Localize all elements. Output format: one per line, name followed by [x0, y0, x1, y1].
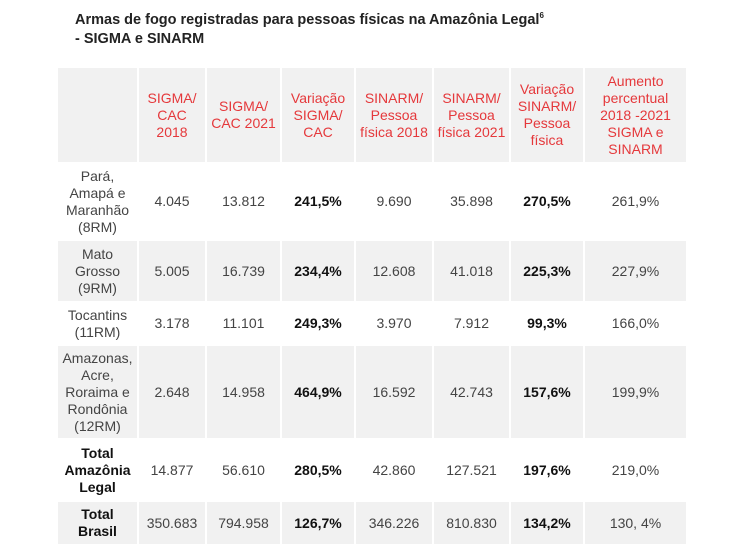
table-cell: 127.521 — [432, 438, 511, 502]
header-sinarm-2018: SINARM/ Pessoa física 2018 — [354, 66, 434, 164]
table-cell: 241,5% — [280, 162, 356, 241]
header-variacao-sinarm: Variação SINARM/ Pessoa física — [509, 66, 585, 164]
table-cell: 13.812 — [205, 162, 282, 241]
table-row: Total Amazônia Legal 14.877 56.610 280,5… — [56, 438, 688, 502]
table-cell: 4.045 — [137, 162, 207, 241]
header-aumento-percentual: Aumento percentual 2018 -2021 SIGMA e SI… — [583, 66, 688, 164]
table-cell: 7.912 — [432, 301, 511, 346]
table-cell: 11.101 — [205, 301, 282, 346]
region-cell: Total Brasil — [56, 500, 139, 546]
table-cell: 225,3% — [509, 239, 585, 303]
table-cell: 249,3% — [280, 301, 356, 346]
table-row: Amazonas, Acre, Roraima e Rondônia (12RM… — [56, 344, 688, 440]
table-cell: 130, 4% — [583, 500, 688, 546]
table-cell: 261,9% — [583, 162, 688, 241]
table-cell: 5.005 — [137, 239, 207, 303]
region-cell: Mato Grosso (9RM) — [56, 239, 139, 303]
table-header-row: SIGMA/ CAC 2018 SIGMA/ CAC 2021 Variação… — [56, 66, 688, 164]
table-cell: 350.683 — [137, 500, 207, 546]
table-row: Total Brasil 350.683 794.958 126,7% 346.… — [56, 500, 688, 546]
table-row: Tocantins (11RM) 3.178 11.101 249,3% 3.9… — [56, 301, 688, 346]
table-cell: 234,4% — [280, 239, 356, 303]
header-sigma-cac-2018: SIGMA/ CAC 2018 — [137, 66, 207, 164]
region-cell: Amazonas, Acre, Roraima e Rondônia (12RM… — [56, 344, 139, 440]
table-cell: 794.958 — [205, 500, 282, 546]
table-cell: 41.018 — [432, 239, 511, 303]
title-line-2: - SIGMA e SINARM — [75, 31, 205, 47]
title-line-1: Armas de fogo registradas para pessoas f… — [75, 12, 540, 28]
table-cell: 2.648 — [137, 344, 207, 440]
header-cell-corner — [56, 66, 139, 164]
table-cell: 219,0% — [583, 438, 688, 502]
table-cell: 42.860 — [354, 438, 434, 502]
table-cell: 134,2% — [509, 500, 585, 546]
table-cell: 3.970 — [354, 301, 434, 346]
table-cell: 464,9% — [280, 344, 356, 440]
header-variacao-sigma: Variação SIGMA/ CAC — [280, 66, 356, 164]
table-cell: 16.739 — [205, 239, 282, 303]
region-cell: Tocantins (11RM) — [56, 301, 139, 346]
table-cell: 346.226 — [354, 500, 434, 546]
table-cell: 126,7% — [280, 500, 356, 546]
table-cell: 42.743 — [432, 344, 511, 440]
table-cell: 14.958 — [205, 344, 282, 440]
table-cell: 227,9% — [583, 239, 688, 303]
table-cell: 280,5% — [280, 438, 356, 502]
table-cell: 35.898 — [432, 162, 511, 241]
table-cell: 16.592 — [354, 344, 434, 440]
table-cell: 14.877 — [137, 438, 207, 502]
table-cell: 56.610 — [205, 438, 282, 502]
table-cell: 199,9% — [583, 344, 688, 440]
firearms-table: SIGMA/ CAC 2018 SIGMA/ CAC 2021 Variação… — [56, 66, 688, 546]
header-sigma-cac-2021: SIGMA/ CAC 2021 — [205, 66, 282, 164]
region-cell: Pará, Amapá e Maranhão (8RM) — [56, 162, 139, 241]
table-cell: 270,5% — [509, 162, 585, 241]
table-cell: 12.608 — [354, 239, 434, 303]
document-title: Armas de fogo registradas para pessoas f… — [75, 11, 635, 49]
title-footnote-marker: 6 — [539, 11, 544, 20]
table-cell: 810.830 — [432, 500, 511, 546]
table-cell: 166,0% — [583, 301, 688, 346]
table-cell: 3.178 — [137, 301, 207, 346]
region-cell: Total Amazônia Legal — [56, 438, 139, 502]
table-cell: 157,6% — [509, 344, 585, 440]
header-sinarm-2021: SINARM/ Pessoa física 2021 — [432, 66, 511, 164]
table-row: Pará, Amapá e Maranhão (8RM) 4.045 13.81… — [56, 162, 688, 241]
table-cell: 197,6% — [509, 438, 585, 502]
table-row: Mato Grosso (9RM) 5.005 16.739 234,4% 12… — [56, 239, 688, 303]
table-cell: 99,3% — [509, 301, 585, 346]
table-cell: 9.690 — [354, 162, 434, 241]
